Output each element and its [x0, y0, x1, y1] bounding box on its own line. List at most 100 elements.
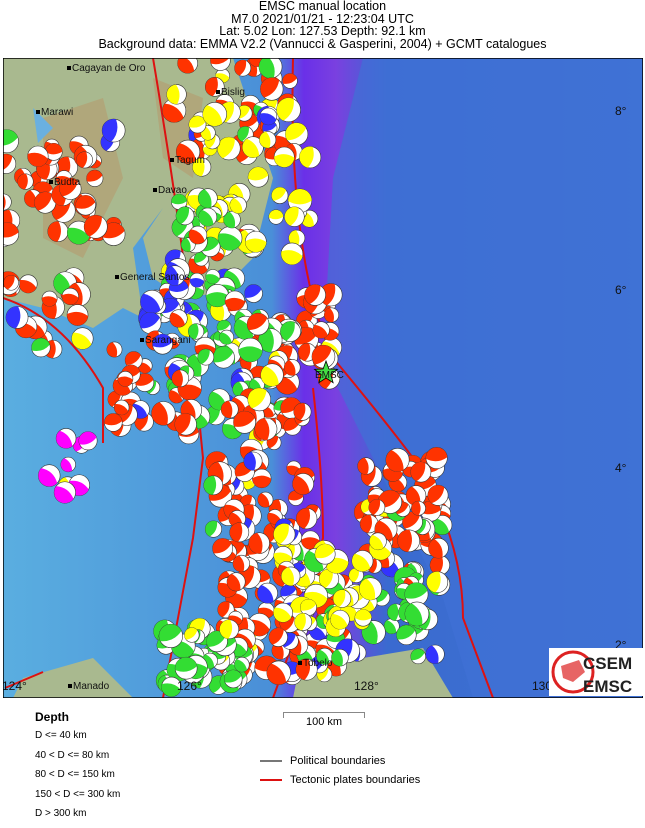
- focal-mechanism-beachball: [359, 514, 379, 534]
- focal-mechanism-beachball: [175, 139, 201, 164]
- focal-mechanism-beachball: [257, 582, 278, 604]
- focal-mechanism-beachball: [232, 554, 250, 573]
- focal-mechanism-beachball: [252, 468, 272, 489]
- focal-mechanism-beachball: [258, 58, 283, 79]
- focal-mechanism-beachball: [18, 274, 38, 294]
- background-data-source: Background data: EMMA V2.2 (Vannucci & G…: [98, 36, 547, 51]
- focal-mechanism-beachball: [86, 169, 104, 187]
- focal-mechanism-beachball: [188, 323, 205, 340]
- seismic-map[interactable]: Cagayan de Oro Marawi Budta Tagum Davao Bisli…: [3, 58, 643, 698]
- focal-mechanism-beachball: [106, 341, 123, 358]
- focal-mechanism-beachball: [161, 676, 182, 697]
- legend-political: Political boundaries: [260, 755, 385, 767]
- focal-mechanism-beachball: [104, 413, 123, 432]
- focal-mechanism-beachball: [174, 413, 197, 436]
- focal-mechanism-beachball: [217, 136, 241, 161]
- focal-mechanism-beachball: [304, 284, 326, 306]
- focal-mechanism-beachball: [189, 272, 205, 288]
- epicenter-star[interactable]: [313, 359, 339, 384]
- focal-mechanism-beachball: [268, 209, 284, 225]
- legend-title: Depth: [35, 710, 69, 724]
- focal-mechanism-beachball: [177, 58, 198, 74]
- focal-mechanism-beachball: [280, 242, 304, 265]
- city-marker: [153, 188, 157, 192]
- focal-mechanism-beachball: [202, 101, 227, 127]
- focal-mechanism-beachball: [410, 461, 432, 483]
- focal-mechanism-beachball: [311, 344, 336, 369]
- focal-mechanism-beachball: [75, 195, 96, 216]
- focal-mechanism-beachball: [428, 537, 449, 559]
- csem-emsc-logo: CSEM EMSC: [549, 648, 643, 696]
- lon-tick-label: 124°: [3, 679, 27, 693]
- city-label: Sarangani: [145, 335, 191, 346]
- focal-mechanism-beachball: [426, 571, 449, 593]
- sulawesi-land: [13, 658, 133, 698]
- city-marker: [36, 110, 40, 114]
- focal-mechanism-beachball: [402, 511, 423, 533]
- focal-mechanism-beachball: [78, 431, 98, 451]
- focal-mechanism-beachball: [427, 484, 449, 506]
- focal-mechanism-beachball: [293, 402, 312, 421]
- svg-text:CSEM: CSEM: [583, 654, 632, 673]
- city-label: Tagum: [175, 155, 205, 166]
- focal-mechanism-beachball: [259, 131, 277, 149]
- lon-tick-label: 128°: [354, 679, 379, 693]
- focal-mechanism-beachball: [247, 166, 269, 188]
- scale-bar: 100 km: [283, 712, 365, 728]
- focal-mechanism-beachball: [27, 145, 49, 167]
- focal-mechanism-beachball: [425, 644, 445, 664]
- focal-mechanism-beachball: [193, 251, 209, 267]
- focal-mechanism-beachball: [184, 627, 200, 643]
- focal-mechanism-beachball: [31, 337, 51, 358]
- focal-mechanism-beachball: [140, 289, 164, 314]
- lat-tick-label: 4°: [615, 461, 627, 475]
- focal-mechanism-beachball: [404, 601, 430, 627]
- focal-mechanism-beachball: [3, 153, 17, 174]
- focal-mechanism-beachball: [233, 410, 257, 434]
- focal-mechanism-beachball: [280, 321, 301, 342]
- focal-mechanism-beachball: [254, 417, 278, 441]
- focal-mechanism-beachball: [276, 97, 301, 123]
- focal-mechanism-beachball: [324, 307, 340, 323]
- focal-mechanism-beachball: [330, 609, 350, 630]
- focal-mechanism-beachball: [197, 348, 215, 366]
- focal-mechanism-beachball: [124, 351, 143, 369]
- lon-tick-label: 126°: [177, 679, 202, 693]
- focal-mechanism-beachball: [59, 177, 82, 200]
- event-location: Lat: 5.02 Lon: 127.53 Depth: 92.1 km: [219, 24, 426, 38]
- focal-mechanism-beachball: [158, 623, 183, 649]
- focal-mechanism-beachball: [66, 304, 89, 326]
- legend-tectonic: Tectonic plates boundaries: [260, 774, 420, 786]
- focal-mechanism-beachball: [210, 58, 231, 71]
- focal-mechanism-beachball: [242, 136, 264, 158]
- focal-mechanism-beachball: [53, 481, 76, 504]
- city-marker: [170, 158, 174, 162]
- legend-item: 80 < D <= 150 km: [35, 769, 115, 780]
- focal-mechanism-beachball: [174, 656, 198, 680]
- focal-mechanism-beachball: [312, 321, 330, 339]
- focal-mechanism-beachball: [292, 473, 314, 495]
- focal-mechanism-beachball: [295, 658, 318, 681]
- focal-mechanism-beachball: [284, 206, 305, 227]
- focal-mechanism-beachball: [198, 207, 218, 227]
- focal-mechanism-beachball: [238, 337, 263, 363]
- city-label: Tobelo: [303, 658, 333, 669]
- focal-mechanism-beachball: [411, 500, 426, 516]
- focal-mechanism-beachball: [117, 371, 134, 387]
- focal-mechanism-beachball: [246, 312, 270, 336]
- focal-mechanism-beachball: [300, 530, 320, 550]
- focal-mechanism-beachball: [243, 451, 263, 471]
- focal-mechanism-beachball: [83, 214, 108, 239]
- focal-mechanism-beachball: [171, 369, 190, 388]
- focal-mechanism-beachball: [316, 647, 334, 665]
- legend-item: D > 300 km: [35, 808, 87, 819]
- focal-mechanism-beachball: [405, 485, 427, 506]
- focal-mechanism-beachball: [226, 572, 246, 592]
- focal-mechanism-beachball: [260, 77, 284, 101]
- focal-mechanism-beachball: [425, 447, 448, 469]
- focal-mechanism-beachball: [212, 346, 235, 369]
- focal-mechanism-beachball: [212, 538, 234, 559]
- focal-mechanism-beachball: [71, 327, 94, 350]
- legend-item: D <= 40 km: [35, 730, 87, 741]
- focal-mechanisms: [3, 58, 453, 697]
